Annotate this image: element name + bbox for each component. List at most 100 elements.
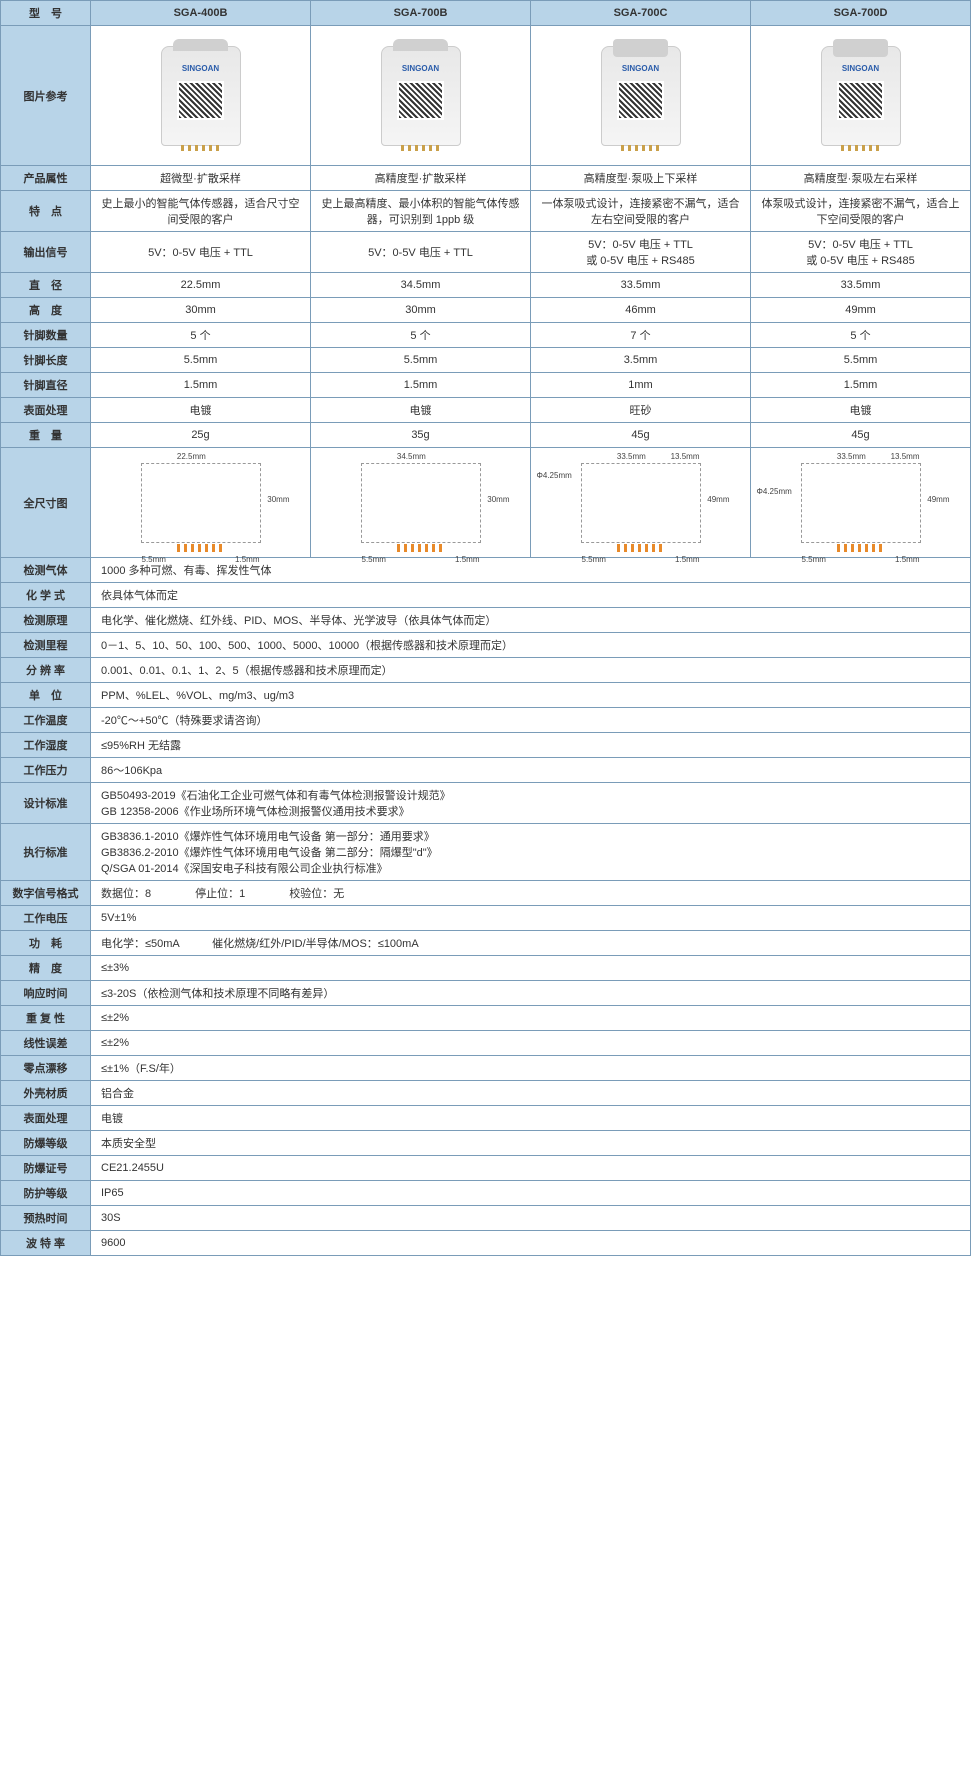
ip: IP65 — [91, 1181, 971, 1206]
attr-1: 高精度型·扩散采样 — [311, 166, 531, 191]
label-zero: 零点漂移 — [1, 1056, 91, 1081]
header-row: 型 号 SGA-400B SGA-700B SGA-700C SGA-700D — [1, 1, 971, 26]
label-weight: 重 量 — [1, 423, 91, 448]
formula: 依具体气体而定 — [91, 583, 971, 608]
label-unit: 单 位 — [1, 683, 91, 708]
label-surf: 表面处理 — [1, 398, 91, 423]
pin-l-3: 5.5mm — [751, 348, 971, 373]
label-attr: 产品属性 — [1, 166, 91, 191]
label-acc: 精 度 — [1, 956, 91, 981]
label-lin: 线性误差 — [1, 1031, 91, 1056]
label-gas: 检测气体 — [1, 558, 91, 583]
pin-d-0: 1.5mm — [91, 373, 311, 398]
pin-n-2: 7 个 — [531, 323, 751, 348]
pin-l-1: 5.5mm — [311, 348, 531, 373]
dia-0: 22.5mm — [91, 273, 311, 298]
image-0: SINGOAN — [91, 26, 311, 166]
label-warm: 预热时间 — [1, 1206, 91, 1231]
pin-d-2: 1mm — [531, 373, 751, 398]
label-wpres: 工作压力 — [1, 758, 91, 783]
lin: ≤±2% — [91, 1031, 971, 1056]
pin-n-1: 5 个 — [311, 323, 531, 348]
feat-0: 史上最小的智能气体传感器，适合尺寸空间受限的客户 — [91, 191, 311, 232]
label-wtemp: 工作温度 — [1, 708, 91, 733]
surf-3: 电镀 — [751, 398, 971, 423]
dimension-row: 全尺寸图 22.5mm30mm5.5mm1.5mm 34.5mm30mm5.5m… — [1, 448, 971, 558]
attr-2: 高精度型·泵吸上下采样 — [531, 166, 751, 191]
label-ex-c: 防爆证号 — [1, 1156, 91, 1181]
whum: ≤95%RH 无结露 — [91, 733, 971, 758]
surf-2: 旺砂 — [531, 398, 751, 423]
label-pin-l: 针脚长度 — [1, 348, 91, 373]
image-3: SINGOAN — [751, 26, 971, 166]
dia-1: 34.5mm — [311, 273, 531, 298]
label-dsig: 数字信号格式 — [1, 881, 91, 906]
dia-2: 33.5mm — [531, 273, 751, 298]
label-res: 分 辨 率 — [1, 658, 91, 683]
label-pin-d: 针脚直径 — [1, 373, 91, 398]
gas: 1000 多种可燃、有毒、挥发性气体 — [91, 558, 971, 583]
baud: 9600 — [91, 1231, 971, 1256]
image-row: 图片参考 SINGOAN SINGOAN SINGOAN SINGOAN — [1, 26, 971, 166]
resp: ≤3-20S（依检测气体和技术原理不同略有差异） — [91, 981, 971, 1006]
label-dim: 全尺寸图 — [1, 448, 91, 558]
feat-2: 一体泵吸式设计，连接紧密不漏气，适合左右空间受限的客户 — [531, 191, 751, 232]
height-1: 30mm — [311, 298, 531, 323]
image-1: SINGOAN — [311, 26, 531, 166]
spec-table: 型 号 SGA-400B SGA-700B SGA-700C SGA-700D … — [0, 0, 971, 1256]
label-dia: 直 径 — [1, 273, 91, 298]
image-2: SINGOAN — [531, 26, 751, 166]
model-1: SGA-700B — [311, 1, 531, 26]
label-height: 高 度 — [1, 298, 91, 323]
attr-0: 超微型·扩散采样 — [91, 166, 311, 191]
model-0: SGA-400B — [91, 1, 311, 26]
weight-3: 45g — [751, 423, 971, 448]
feat-1: 史上最高精度、最小体积的智能气体传感器，可识别到 1ppb 级 — [311, 191, 531, 232]
label-surf2: 表面处理 — [1, 1106, 91, 1131]
label-dstd: 设计标准 — [1, 783, 91, 824]
ex-c: CE21.2455U — [91, 1156, 971, 1181]
label-range: 检测里程 — [1, 633, 91, 658]
pin-d-3: 1.5mm — [751, 373, 971, 398]
res: 0.001、0.01、0.1、1、2、5（根据传感器和技术原理而定） — [91, 658, 971, 683]
dia-3: 33.5mm — [751, 273, 971, 298]
zero: ≤±1%（F.S/年） — [91, 1056, 971, 1081]
label-rep: 重 复 性 — [1, 1006, 91, 1031]
unit: PPM、%LEL、%VOL、mg/m3、ug/m3 — [91, 683, 971, 708]
pin-d-1: 1.5mm — [311, 373, 531, 398]
ex-g: 本质安全型 — [91, 1131, 971, 1156]
range: 0－1、5、10、50、100、500、1000、5000、10000（根据传感… — [91, 633, 971, 658]
label-hmat: 外壳材质 — [1, 1081, 91, 1106]
output-2: 5V：0-5V 电压 + TTL 或 0-5V 电压 + RS485 — [531, 232, 751, 273]
output-0: 5V：0-5V 电压 + TTL — [91, 232, 311, 273]
surf2: 电镀 — [91, 1106, 971, 1131]
label-whum: 工作湿度 — [1, 733, 91, 758]
weight-0: 25g — [91, 423, 311, 448]
dim-0: 22.5mm30mm5.5mm1.5mm — [91, 448, 311, 558]
wvolt: 5V±1% — [91, 906, 971, 931]
estd: GB3836.1-2010《爆炸性气体环境用电气设备 第一部分：通用要求》 GB… — [91, 824, 971, 881]
wpres: 86～106Kpa — [91, 758, 971, 783]
label-principle: 检测原理 — [1, 608, 91, 633]
rep: ≤±2% — [91, 1006, 971, 1031]
label-wvolt: 工作电压 — [1, 906, 91, 931]
dim-3: 33.5mm49mmΦ4.25mm13.5mm5.5mm1.5mm — [751, 448, 971, 558]
label-output: 输出信号 — [1, 232, 91, 273]
output-3: 5V：0-5V 电压 + TTL 或 0-5V 电压 + RS485 — [751, 232, 971, 273]
label-pin-n: 针脚数量 — [1, 323, 91, 348]
model-2: SGA-700C — [531, 1, 751, 26]
hmat: 铝合金 — [91, 1081, 971, 1106]
label-ex-g: 防爆等级 — [1, 1131, 91, 1156]
surf-1: 电镀 — [311, 398, 531, 423]
dsig: 数据位：8 停止位：1 校验位：无 — [91, 881, 971, 906]
label-formula: 化 学 式 — [1, 583, 91, 608]
dim-1: 34.5mm30mm5.5mm1.5mm — [311, 448, 531, 558]
weight-2: 45g — [531, 423, 751, 448]
surf-0: 电镀 — [91, 398, 311, 423]
attr-3: 高精度型·泵吸左右采样 — [751, 166, 971, 191]
label-power: 功 耗 — [1, 931, 91, 956]
height-0: 30mm — [91, 298, 311, 323]
pin-n-0: 5 个 — [91, 323, 311, 348]
pin-l-2: 3.5mm — [531, 348, 751, 373]
feat-3: 体泵吸式设计，连接紧密不漏气，适合上下空间受限的客户 — [751, 191, 971, 232]
